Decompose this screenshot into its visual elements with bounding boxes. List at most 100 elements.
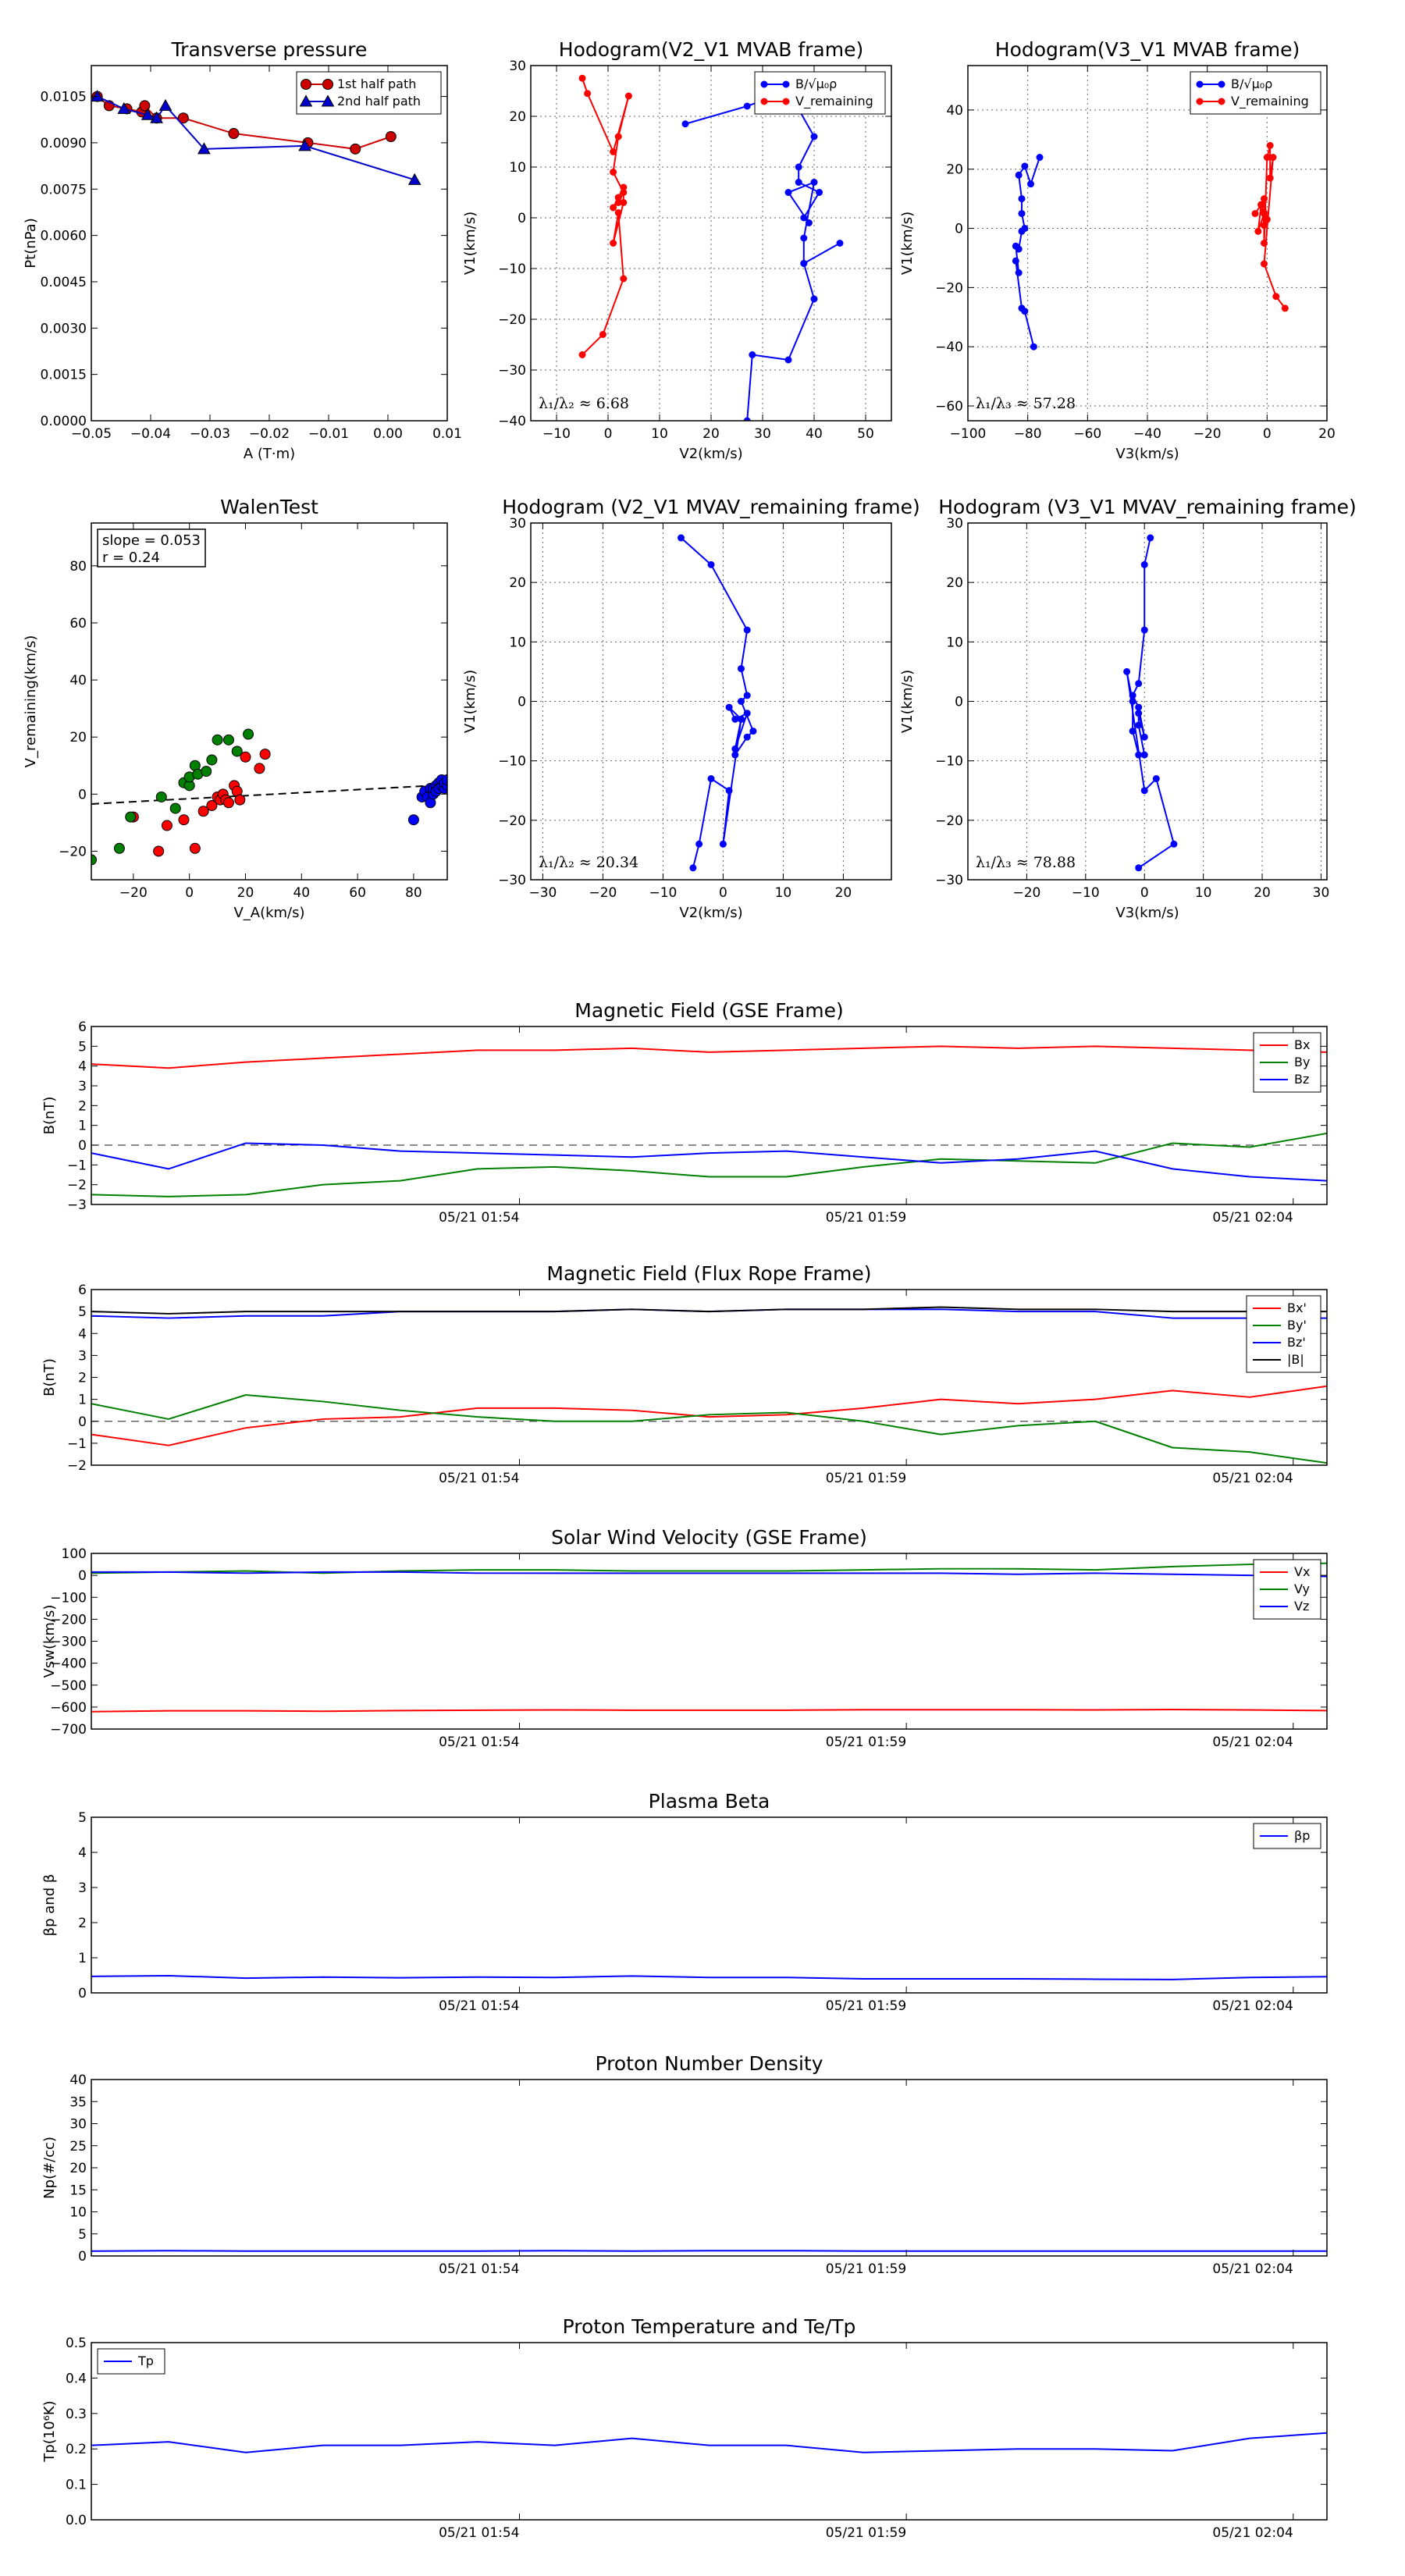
x-tick-label-2: 05/21 02:04 [1212,1210,1293,1226]
y-tick-label-7: 4 [78,1059,87,1075]
x-axis-label: V_A(km/s) [233,905,304,921]
series-line-0 [91,2250,1327,2252]
point-0-4 [743,692,751,699]
y-tick-label-1: −1 [67,1436,87,1452]
point-0-6 [177,112,189,124]
x-tick-label-2: 10 [651,426,668,442]
legend-marker-0-b [1218,80,1225,88]
point-1-13 [614,209,622,216]
x-tick-label-1: 05/21 01:59 [826,2261,906,2277]
x-tick-label-0: −20 [1012,885,1040,901]
x-tick-label-1: −80 [1014,426,1042,442]
axes-frame [91,2342,1328,2521]
y-tick-label-1: −20 [498,813,526,829]
y-tick-label-8: 6 [78,1283,87,1298]
y-tick-label-4: 1 [78,1119,87,1134]
x-tick-label-1: 05/21 01:59 [826,1998,906,2014]
x-tick-label-0: 05/21 01:54 [439,1210,519,1226]
legend-marker-1-b [1218,98,1225,105]
y-tick-label-2: 0 [78,1414,87,1430]
y-tick-label-5: 80 [69,559,87,575]
point-0-1 [153,845,165,857]
legend-marker-0 [301,79,311,90]
chart-title: Plasma Beta [649,1790,770,1813]
point-0-14 [738,715,745,723]
data-area [91,1974,1327,1980]
x-tick-label-1: 0 [604,426,613,442]
legend-label-2: Vz [1294,1599,1309,1614]
x-tick-label-0: −20 [119,885,148,901]
point-0-1 [1027,180,1034,188]
legend-label-0: βp [1294,1828,1310,1843]
point-0-17 [259,749,271,760]
point-1-2 [1254,227,1262,235]
y-tick-label-5: −200 [50,1612,87,1628]
point-1-6 [117,101,131,114]
y-tick-label-5: 10 [509,160,526,176]
data-area [91,90,422,185]
y-tick-label-1: −40 [935,340,963,355]
chart-title: Solar Wind Velocity (GSE Frame) [551,1526,867,1549]
point-0-12 [1129,698,1136,705]
legend-marker-0-b [322,79,333,90]
x-tick-label-4: 20 [1254,885,1271,901]
series-line-2 [91,1571,1327,1578]
series-line-0 [91,1385,1327,1446]
point-0-4 [139,100,151,112]
point-1-12 [1269,154,1277,162]
point-1-11 [206,754,218,766]
x-axis-label: V2(km/s) [679,905,742,921]
y-axis-label: Tp(10⁶K) [41,2400,58,2462]
x-tick-label-1: −10 [1072,885,1100,901]
y-tick-label-5: 0.5 [66,2336,87,2351]
point-1-0 [91,854,97,866]
point-0-13 [725,703,733,711]
point-0-3 [178,814,190,826]
series-line-3 [91,1306,1327,1315]
chart-title: WalenTest [220,496,318,518]
point-1-3 [624,92,632,100]
x-tick-label-3: −0.02 [249,426,290,442]
chart-title: Proton Temperature and Te/Tp [563,2315,856,2338]
axes-frame [530,522,892,881]
x-tick-label-5: 80 [405,885,422,901]
x-tick-label-5: 40 [806,426,823,442]
y-tick-label-3: 0 [955,222,963,237]
series-line-0 [91,1045,1327,1069]
point-1-3 [1261,210,1268,218]
point-1-4 [1257,201,1265,208]
x-tick-label-4: 30 [754,426,771,442]
y-tick-label-3: 0.0045 [41,275,87,290]
y-tick-label-4: 2 [78,1371,87,1386]
legend-label-0: Vx [1294,1564,1310,1579]
y-tick-label-3: 0 [78,1138,87,1154]
y-tick-label-5: 2 [78,1098,87,1114]
point-0-13 [1021,308,1029,315]
point-0-11 [1012,257,1019,265]
point-1-14 [231,745,243,757]
legend-label-1: Vy [1294,1582,1310,1596]
y-tick-label-1: 1 [78,1951,87,1966]
x-tick-label-1: 05/21 01:59 [826,1471,906,1486]
point-1-3 [158,98,173,111]
y-tick-label-5: 40 [946,103,963,119]
stats-box [97,528,206,568]
x-tick-label-0: −30 [528,885,557,901]
point-0-15 [240,751,251,763]
series-line-1 [582,77,630,356]
legend-marker-1 [1196,98,1204,105]
chart-pb: Plasma Beta 0 1 2 3 4 5 05/21 01:54 05/21 01:59 0… [41,1790,1328,2014]
series-line-1 [1254,144,1286,309]
data-area [91,1045,1327,1197]
y-tick-label-2: −10 [498,754,526,770]
series-line-1 [91,1562,1327,1574]
legend: Bx By Bz [1253,1032,1321,1093]
x-tick-label-0: −10 [542,426,571,442]
point-0-6 [749,728,757,735]
point-1-12 [212,734,223,745]
y-tick-label-0: 0 [78,1986,87,2001]
chart-title: Hodogram (V3_V1 MVAV_remaining frame) [938,496,1357,518]
point-0-1 [707,560,715,568]
point-1-15 [599,331,606,338]
